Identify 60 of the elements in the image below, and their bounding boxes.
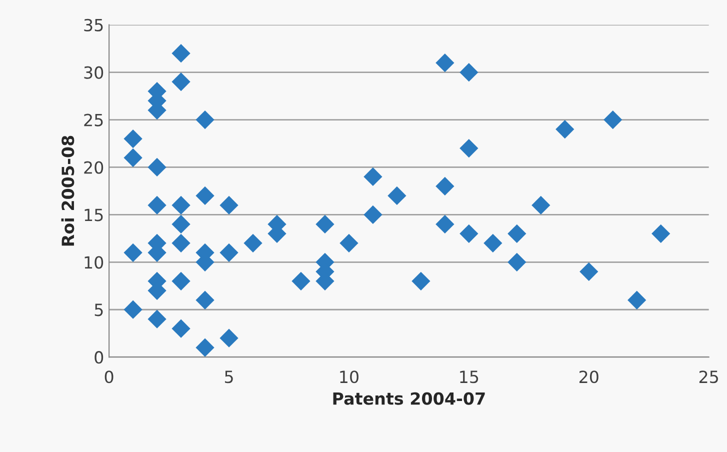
point	[172, 319, 190, 338]
point	[412, 272, 430, 290]
y-tick-label: 10	[84, 256, 104, 269]
point	[172, 72, 190, 92]
y-tick-label: 35	[84, 18, 103, 32]
point	[148, 310, 166, 328]
point	[292, 272, 310, 290]
point	[220, 243, 238, 262]
point	[124, 148, 142, 168]
point	[124, 300, 142, 319]
point	[460, 224, 478, 243]
point	[388, 186, 406, 206]
point	[652, 224, 670, 243]
point	[340, 234, 358, 252]
point	[244, 234, 262, 252]
point	[532, 196, 550, 215]
point	[196, 186, 214, 206]
point	[220, 328, 238, 348]
point	[556, 120, 574, 139]
point	[436, 54, 454, 72]
point	[220, 196, 238, 215]
x-tick-label: 15	[460, 370, 478, 384]
y-tick-label: 15	[84, 208, 103, 222]
y-tick-label: 20	[84, 161, 104, 174]
point	[196, 290, 214, 310]
y-tick-label: 25	[84, 114, 103, 126]
point	[628, 290, 646, 310]
point	[172, 196, 190, 215]
y-axis-title: Roi 2005-08	[61, 136, 74, 246]
point	[604, 110, 622, 130]
point	[460, 63, 478, 82]
y-tick-label: 0	[94, 351, 104, 364]
point	[148, 158, 166, 177]
point	[172, 214, 190, 234]
x-tick-label: 0	[104, 370, 114, 384]
x-tick-label: 5	[224, 370, 233, 384]
point	[172, 272, 190, 290]
y-tick-label: 30	[84, 66, 104, 79]
y-tick-label: 5	[94, 304, 103, 316]
point	[580, 262, 598, 281]
point	[196, 338, 214, 357]
point	[124, 243, 142, 262]
point	[172, 44, 190, 63]
x-tick-label: 25	[699, 370, 718, 384]
point	[148, 196, 166, 215]
x-axis-title: Patents 2004-07	[333, 392, 485, 405]
point	[172, 234, 190, 252]
point	[508, 224, 526, 243]
point	[316, 214, 334, 234]
point	[124, 129, 142, 148]
point	[364, 167, 382, 186]
point	[196, 110, 214, 130]
x-tick-label: 10	[340, 370, 358, 384]
point	[460, 138, 478, 158]
point	[364, 205, 382, 224]
point	[436, 176, 454, 196]
x-tick-label: 20	[579, 370, 598, 384]
point	[508, 252, 526, 272]
point	[484, 234, 502, 252]
point	[436, 214, 454, 234]
